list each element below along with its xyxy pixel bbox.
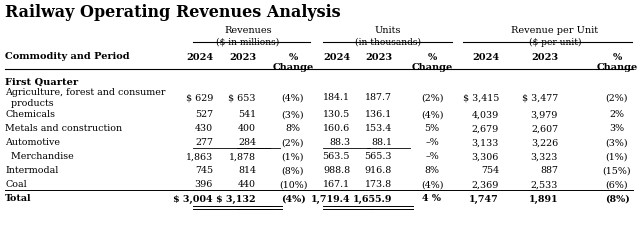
Text: 2024: 2024 — [472, 53, 499, 62]
Text: 3,323: 3,323 — [531, 152, 558, 161]
Text: 2,369: 2,369 — [472, 180, 499, 189]
Text: 1,878: 1,878 — [229, 152, 256, 161]
Text: Chemicals: Chemicals — [5, 110, 55, 119]
Text: 916.8: 916.8 — [365, 166, 392, 175]
Text: (4%): (4%) — [420, 110, 444, 119]
Text: Revenue per Unit: Revenue per Unit — [511, 26, 598, 35]
Text: First Quarter: First Quarter — [5, 78, 78, 87]
Text: %
Change: % Change — [412, 53, 452, 72]
Text: 430: 430 — [195, 124, 213, 133]
Text: 1,747: 1,747 — [469, 194, 499, 203]
Text: (1%): (1%) — [282, 152, 304, 161]
Text: 2,533: 2,533 — [531, 180, 558, 189]
Text: Units: Units — [375, 26, 401, 35]
Text: (2%): (2%) — [282, 138, 304, 147]
Text: (2%): (2%) — [605, 93, 628, 102]
Text: 3,226: 3,226 — [531, 138, 558, 147]
Text: 130.5: 130.5 — [323, 110, 350, 119]
Text: $ 3,132: $ 3,132 — [216, 194, 256, 203]
Text: 1,863: 1,863 — [186, 152, 213, 161]
Text: (in thousands): (in thousands) — [355, 38, 421, 47]
Text: 187.7: 187.7 — [365, 93, 392, 102]
Text: 2024: 2024 — [323, 53, 350, 62]
Text: Agriculture, forest and consumer
  products: Agriculture, forest and consumer product… — [5, 88, 165, 108]
Text: %
Change: % Change — [273, 53, 314, 72]
Text: (4%): (4%) — [282, 93, 304, 102]
Text: 167.1: 167.1 — [323, 180, 350, 189]
Text: %
Change: % Change — [596, 53, 637, 72]
Text: 1,719.4: 1,719.4 — [310, 194, 350, 203]
Text: 400: 400 — [238, 124, 256, 133]
Text: 4 %: 4 % — [422, 194, 442, 203]
Text: (4%): (4%) — [280, 194, 305, 203]
Text: –%: –% — [425, 152, 439, 161]
Text: (8%): (8%) — [605, 194, 629, 203]
Text: 277: 277 — [195, 138, 213, 147]
Text: 8%: 8% — [424, 166, 440, 175]
Text: 988.8: 988.8 — [323, 166, 350, 175]
Text: Automotive: Automotive — [5, 138, 60, 147]
Text: $ 653: $ 653 — [228, 93, 256, 102]
Text: 2,679: 2,679 — [472, 124, 499, 133]
Text: $ 3,477: $ 3,477 — [522, 93, 558, 102]
Text: Coal: Coal — [5, 180, 27, 189]
Text: 8%: 8% — [285, 124, 301, 133]
Text: 2023: 2023 — [229, 53, 256, 62]
Text: (2%): (2%) — [420, 93, 444, 102]
Text: Commodity and Period: Commodity and Period — [5, 52, 130, 61]
Text: ($ per unit): ($ per unit) — [529, 38, 581, 47]
Text: Railway Operating Revenues Analysis: Railway Operating Revenues Analysis — [5, 4, 340, 21]
Text: 2,607: 2,607 — [531, 124, 558, 133]
Text: $ 3,004: $ 3,004 — [173, 194, 213, 203]
Text: 563.5: 563.5 — [323, 152, 350, 161]
Text: 541: 541 — [238, 110, 256, 119]
Text: 814: 814 — [238, 166, 256, 175]
Text: –%: –% — [425, 138, 439, 147]
Text: (3%): (3%) — [282, 110, 304, 119]
Text: 136.1: 136.1 — [365, 110, 392, 119]
Text: (3%): (3%) — [605, 138, 628, 147]
Text: 2023: 2023 — [531, 53, 558, 62]
Text: Revenues: Revenues — [224, 26, 272, 35]
Text: Intermodal: Intermodal — [5, 166, 58, 175]
Text: ($ in millions): ($ in millions) — [216, 38, 280, 47]
Text: 4,039: 4,039 — [472, 110, 499, 119]
Text: 1,655.9: 1,655.9 — [353, 194, 392, 203]
Text: 5%: 5% — [424, 124, 440, 133]
Text: 284: 284 — [238, 138, 256, 147]
Text: 2%: 2% — [609, 110, 625, 119]
Text: 3%: 3% — [609, 124, 625, 133]
Text: 88.1: 88.1 — [371, 138, 392, 147]
Text: (1%): (1%) — [605, 152, 628, 161]
Text: (6%): (6%) — [605, 180, 628, 189]
Text: 153.4: 153.4 — [365, 124, 392, 133]
Text: Metals and construction: Metals and construction — [5, 124, 122, 133]
Text: 3,133: 3,133 — [472, 138, 499, 147]
Text: 754: 754 — [481, 166, 499, 175]
Text: 3,979: 3,979 — [531, 110, 558, 119]
Text: (8%): (8%) — [282, 166, 304, 175]
Text: 440: 440 — [238, 180, 256, 189]
Text: Merchandise: Merchandise — [5, 152, 74, 161]
Text: 3,306: 3,306 — [472, 152, 499, 161]
Text: $ 3,415: $ 3,415 — [463, 93, 499, 102]
Text: 527: 527 — [195, 110, 213, 119]
Text: (15%): (15%) — [603, 166, 631, 175]
Text: (10%): (10%) — [279, 180, 307, 189]
Text: 2023: 2023 — [365, 53, 392, 62]
Text: Total: Total — [5, 194, 31, 203]
Text: 184.1: 184.1 — [323, 93, 350, 102]
Text: 173.8: 173.8 — [365, 180, 392, 189]
Text: 396: 396 — [195, 180, 213, 189]
Text: 745: 745 — [195, 166, 213, 175]
Text: (4%): (4%) — [420, 180, 444, 189]
Text: 160.6: 160.6 — [323, 124, 350, 133]
Text: 565.3: 565.3 — [365, 152, 392, 161]
Text: 88.3: 88.3 — [329, 138, 350, 147]
Text: $ 629: $ 629 — [186, 93, 213, 102]
Text: 2024: 2024 — [186, 53, 213, 62]
Text: 1,891: 1,891 — [529, 194, 558, 203]
Text: 887: 887 — [540, 166, 558, 175]
